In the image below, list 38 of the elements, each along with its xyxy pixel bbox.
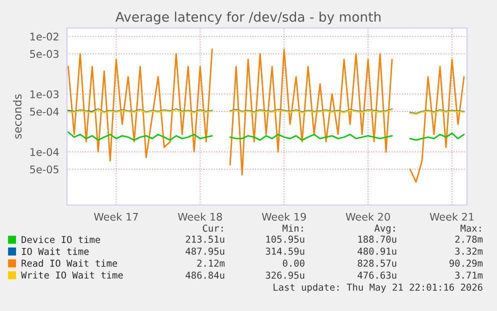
text: 480.91u	[358, 248, 396, 255]
text: 213.51u	[186, 236, 224, 243]
text: 3.71m	[455, 272, 483, 279]
text: 828.57u	[358, 260, 396, 267]
text: 486.84u	[186, 272, 224, 279]
x-tick-label: Week 21	[430, 212, 474, 221]
text: Max:	[460, 224, 481, 232]
text: 105.95u	[266, 236, 304, 243]
text: 3.32m	[455, 248, 483, 255]
legend-label: Device IO time	[22, 236, 100, 244]
text: 2.12m	[197, 260, 225, 267]
legend-label: IO Wait time	[22, 248, 89, 255]
x-tick-label: Week 19	[262, 212, 306, 221]
y-tick-label: 1e-03	[30, 90, 59, 98]
text: 314.59u	[266, 248, 304, 255]
text: 326.95u	[266, 272, 304, 279]
y-tick-label: 1e-04	[30, 148, 59, 156]
x-tick-label: Week 17	[94, 212, 138, 221]
x-tick-label: Week 18	[178, 212, 222, 221]
text: 90.29m	[449, 260, 483, 267]
y-tick-label: 1e-02	[30, 32, 58, 41]
text: 2.78m	[455, 236, 483, 243]
y-tick-label: 5e-04	[30, 108, 59, 116]
text: Cur:	[202, 224, 223, 232]
y-tick-label: 5e-03	[30, 50, 59, 58]
text: 0.00	[282, 260, 304, 267]
legend-label: Read IO Wait time	[22, 260, 118, 267]
legend-label: Write IO Wait time	[21, 271, 123, 279]
text: 487.95u	[186, 248, 224, 255]
text: Avg:	[374, 224, 395, 234]
y-tick-label: 5e-05	[30, 165, 58, 174]
text: Last update: Thu May 21 22:01:16 2026	[274, 283, 482, 293]
text: 188.70u	[358, 236, 396, 243]
text: 476.63u	[358, 272, 396, 279]
y-axis-title: seconds	[13, 94, 22, 139]
chart-title: Average latency for /dev/sda - by month	[115, 12, 381, 24]
x-tick-label: Week 20	[346, 212, 390, 221]
text: Min:	[282, 224, 303, 232]
